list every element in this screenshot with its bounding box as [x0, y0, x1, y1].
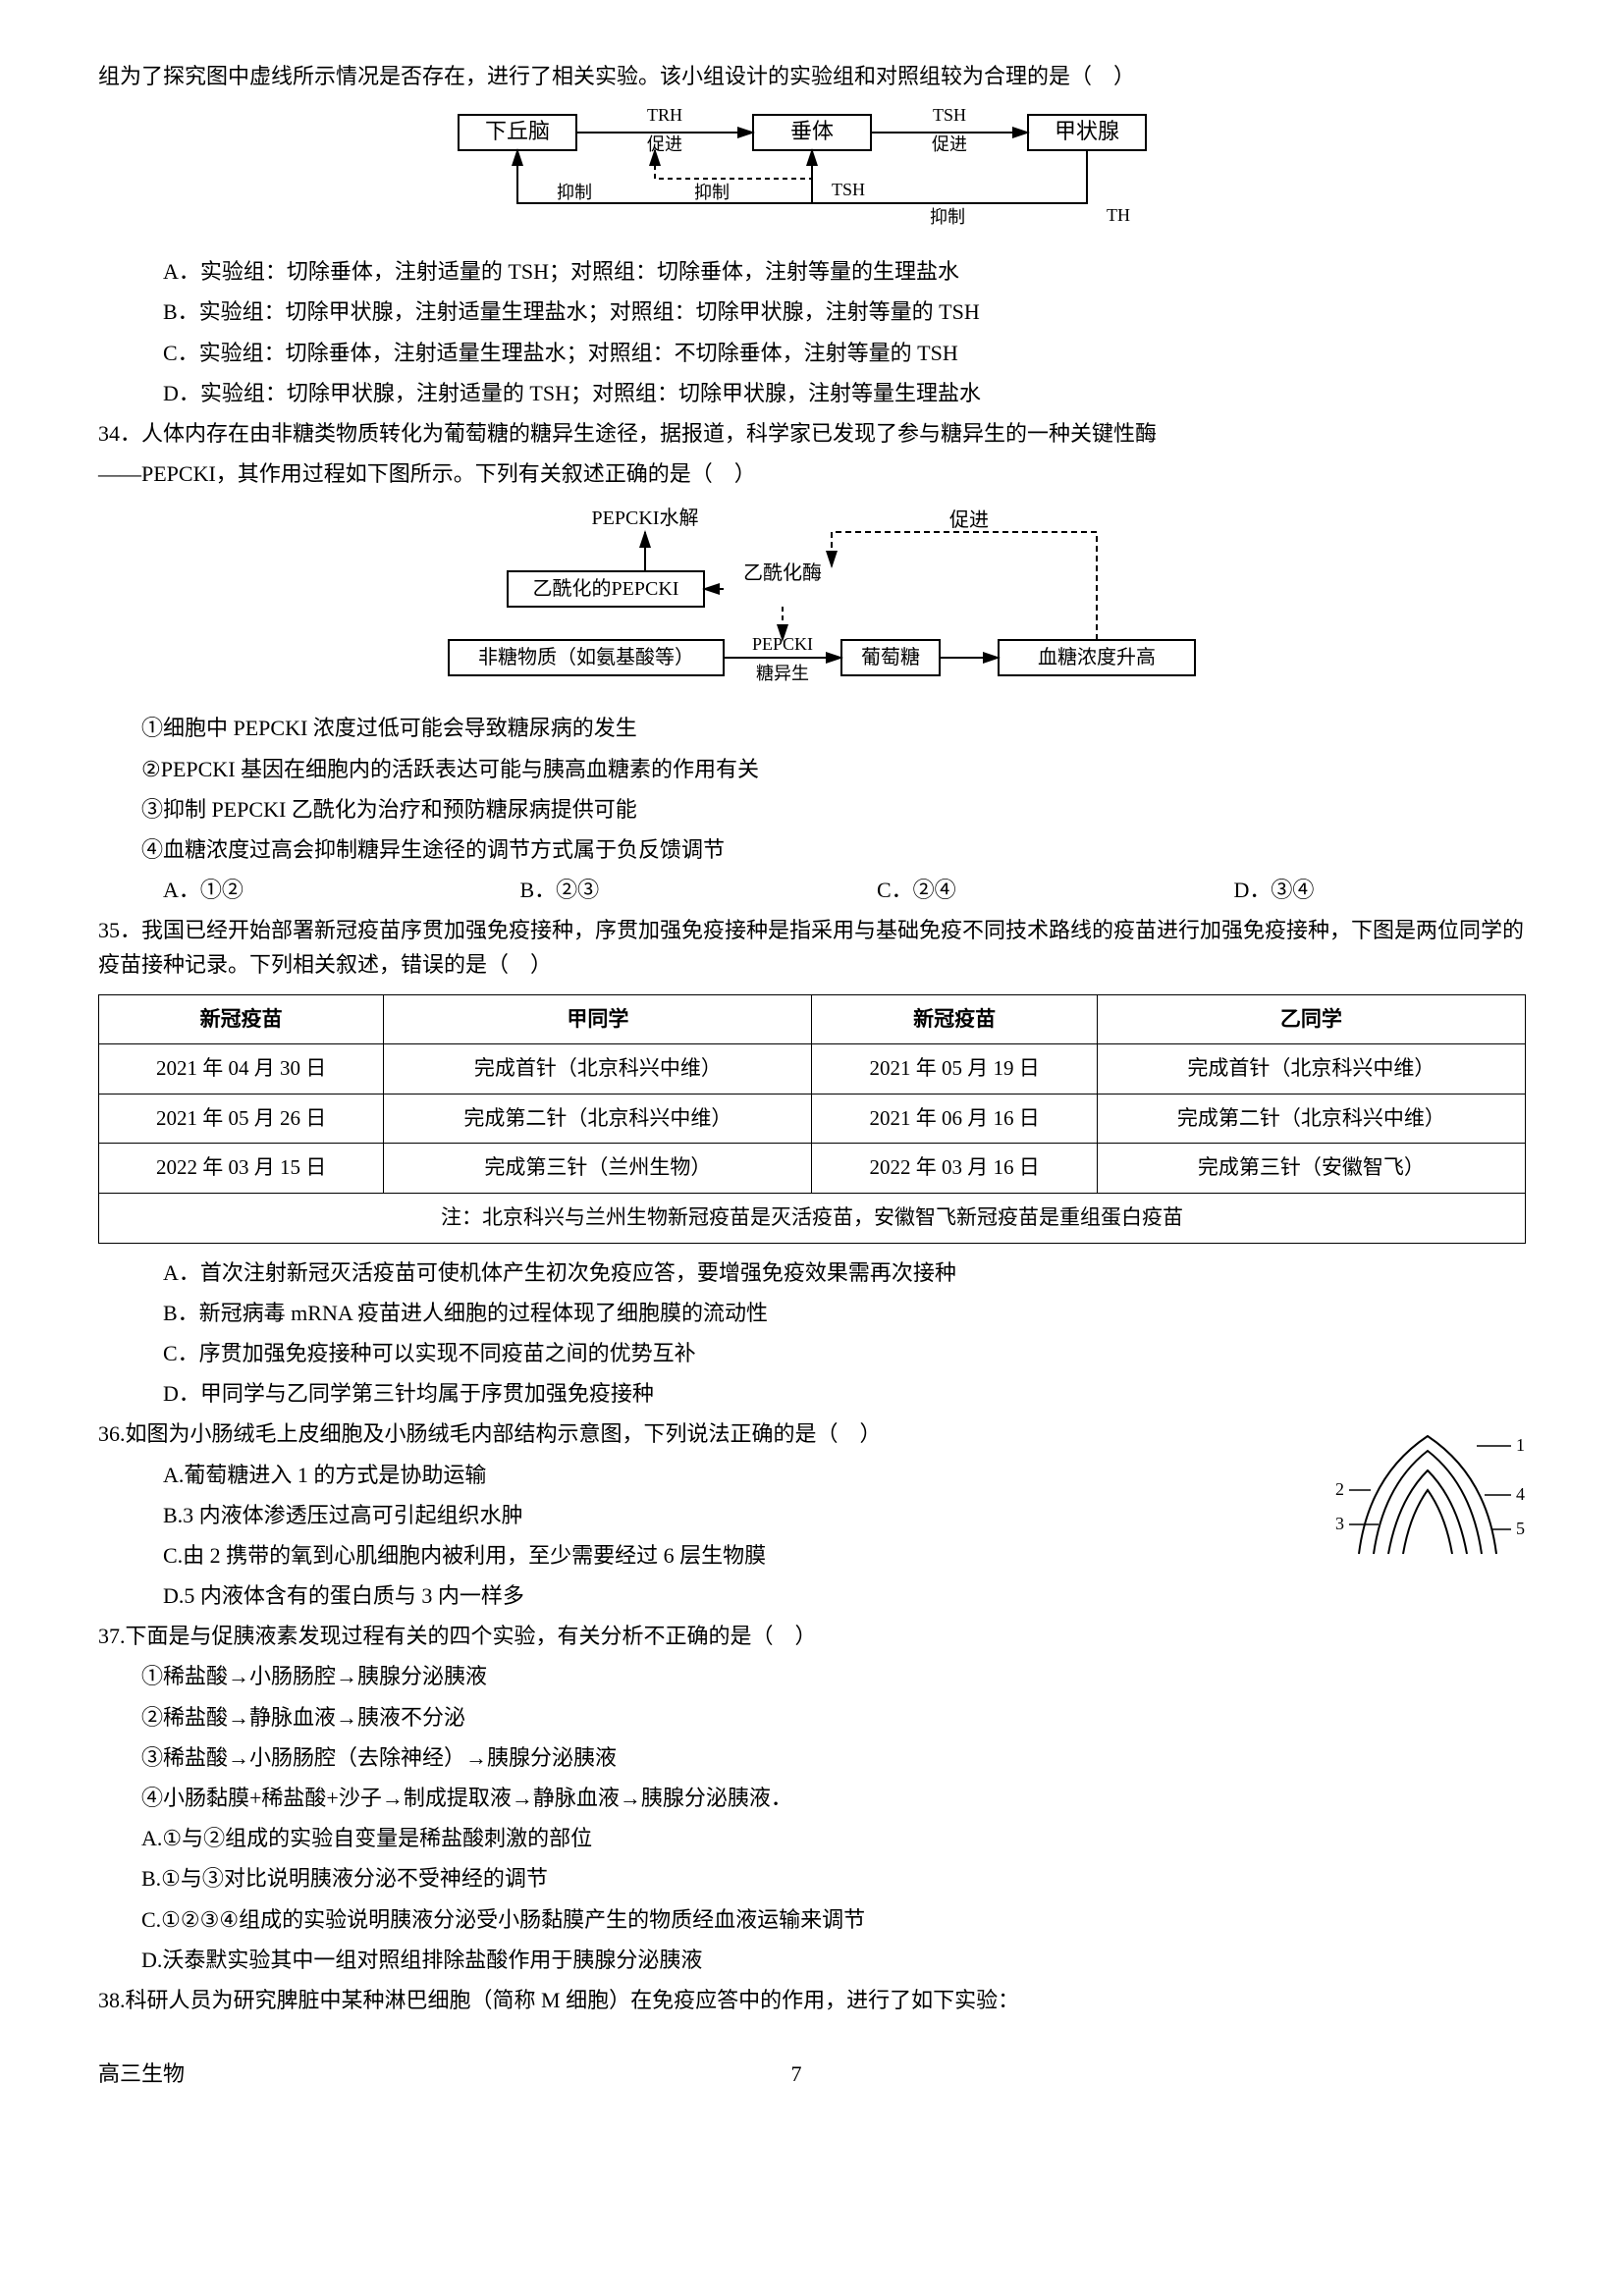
q34-options-row: A．①② B．②③ C．②④ D．③④: [98, 873, 1526, 907]
q36-opt-d: D.5 内液体含有的蛋白质与 3 内一样多: [98, 1578, 1310, 1613]
q33-opt-c: C．实验组：切除垂体，注射适量生理盐水；对照组：不切除垂体，注射等量的 TSH: [98, 336, 1526, 370]
cell: 完成第二针（北京科兴中维）: [1097, 1094, 1525, 1144]
q36-label-1: 1: [1516, 1435, 1525, 1455]
q33-continuation: 组为了探究图中虚线所示情况是否存在，进行了相关实验。该小组设计的实验组和对照组较…: [98, 59, 1526, 93]
diagram-33: 下丘脑 垂体 甲状腺 TRH 促进 TSH 促进 抑制 抑制 TH 抑制 TSH: [98, 105, 1526, 242]
q34-opt-c: C．②④: [812, 873, 1169, 907]
q37-opt-c: C.①②③④组成的实验说明胰液分泌受小肠黏膜产生的物质经血液运输来调节: [98, 1902, 1526, 1937]
q33-opt-a: A．实验组：切除垂体，注射适量的 TSH；对照组：切除垂体，注射等量的生理盐水: [98, 254, 1526, 289]
q37-opt-b: B.①与③对比说明胰液分泌不受神经的调节: [98, 1861, 1526, 1896]
q34-opt-d: D．③④: [1169, 873, 1527, 907]
q36-opt-a: A.葡萄糖进入 1 的方式是协助运输: [98, 1458, 1310, 1492]
table-row: 2022 年 03 月 15 日 完成第三针（兰州生物） 2022 年 03 月…: [99, 1144, 1526, 1194]
d33-th: TH: [1107, 205, 1130, 225]
q33-opt-d: D．实验组：切除甲状腺，注射适量的 TSH；对照组：切除甲状腺，注射等量生理盐水: [98, 376, 1526, 410]
d33-promote1: 促进: [647, 134, 682, 154]
cell: 2022 年 03 月 16 日: [812, 1144, 1097, 1194]
q34-item-2: ②PEPCKI 基因在细胞内的活跃表达可能与胰高血糖素的作用有关: [98, 752, 1526, 786]
cell: 完成第二针（北京科兴中维）: [384, 1094, 812, 1144]
th-2: 甲同学: [384, 994, 812, 1044]
q36-label-5: 5: [1516, 1519, 1525, 1538]
table-row: 2021 年 05 月 26 日 完成第二针（北京科兴中维） 2021 年 06…: [99, 1094, 1526, 1144]
d33-tsh-top: TSH: [933, 105, 966, 125]
q37-item-4: ④小肠黏膜+稀盐酸+沙子→制成提取液→静脉血液→胰腺分泌胰液．: [98, 1781, 1526, 1815]
d33-promote2: 促进: [932, 134, 967, 154]
q36-opt-c: C.由 2 携带的氧到心肌细胞内被利用，至少需要经过 6 层生物膜: [98, 1538, 1310, 1573]
q38-stem: 38.科研人员为研究脾脏中某种淋巴细胞（简称 M 细胞）在免疫应答中的作用，进行…: [98, 1983, 1526, 2017]
th-1: 新冠疫苗: [99, 994, 384, 1044]
d33-inhibit3: 抑制: [694, 183, 730, 202]
d33-box1: 下丘脑: [485, 119, 550, 143]
cell: 2022 年 03 月 15 日: [99, 1144, 384, 1194]
d34-acetyl-pepcki: 乙酰化的PEPCKI: [533, 577, 679, 600]
diagram-34: PEPCKI水解 乙酰化的PEPCKI 乙酰化酶 促进 非糖物质（如氨基酸等） …: [98, 503, 1526, 699]
q34-stem-2: ——PEPCKI，其作用过程如下图所示。下列有关叙述正确的是（ ）: [98, 456, 1526, 491]
diagram-33-svg: 下丘脑 垂体 甲状腺 TRH 促进 TSH 促进 抑制 抑制 TH 抑制 TSH: [439, 105, 1185, 242]
cell: 完成第三针（安徽智飞）: [1097, 1144, 1525, 1194]
diagram-34-svg: PEPCKI水解 乙酰化的PEPCKI 乙酰化酶 促进 非糖物质（如氨基酸等） …: [390, 503, 1234, 699]
q34-stem-1: 34．人体内存在由非糖类物质转化为葡萄糖的糖异生途径，据报道，科学家已发现了参与…: [98, 416, 1526, 451]
footer-page-number: 7: [185, 2056, 1408, 2091]
d33-inhibit1: 抑制: [557, 183, 592, 202]
vaccine-table: 新冠疫苗 甲同学 新冠疫苗 乙同学 2021 年 04 月 30 日 完成首针（…: [98, 994, 1526, 1244]
d34-bloodsugar: 血糖浓度升高: [1038, 646, 1156, 668]
q37-opt-a: A.①与②组成的实验自变量是稀盐酸刺激的部位: [98, 1821, 1526, 1855]
cell: 完成首针（北京科兴中维）: [384, 1044, 812, 1095]
d34-nonsugar: 非糖物质（如氨基酸等）: [478, 646, 694, 668]
q36-stem: 36.如图为小肠绒毛上皮细胞及小肠绒毛内部结构示意图，下列说法正确的是（ ）: [98, 1416, 1310, 1451]
d33-tsh-bot: TSH: [832, 180, 865, 199]
d34-gng: 糖异生: [756, 664, 809, 683]
q34-item-1: ①细胞中 PEPCKI 浓度过低可能会导致糖尿病的发生: [98, 711, 1526, 745]
d33-inhibit2: 抑制: [930, 207, 965, 227]
q35-opt-b: B．新冠病毒 mRNA 疫苗进人细胞的过程体现了细胞膜的流动性: [98, 1296, 1526, 1330]
th-3: 新冠疫苗: [812, 994, 1097, 1044]
d34-glucose: 葡萄糖: [861, 646, 920, 668]
q37-item-2: ②稀盐酸→静脉血液→胰液不分泌: [98, 1700, 1526, 1735]
d33-trh: TRH: [647, 105, 682, 125]
q35-opt-d: D．甲同学与乙同学第三针均属于序贯加强免疫接种: [98, 1376, 1526, 1411]
footer-left: 高三生物: [98, 2056, 185, 2091]
th-4: 乙同学: [1097, 994, 1525, 1044]
q35-opt-a: A．首次注射新冠灭活疫苗可使机体产生初次免疫应答，要增强免疫效果需再次接种: [98, 1255, 1526, 1290]
cell: 完成第三针（兰州生物）: [384, 1144, 812, 1194]
q33-opt-b: B．实验组：切除甲状腺，注射适量生理盐水；对照组：切除甲状腺，注射等量的 TSH: [98, 294, 1526, 329]
q36-label-3: 3: [1335, 1514, 1344, 1533]
cell: 完成首针（北京科兴中维）: [1097, 1044, 1525, 1095]
cell: 2021 年 05 月 19 日: [812, 1044, 1097, 1095]
d33-box3: 甲状腺: [1055, 119, 1119, 143]
table-note-row: 注：北京科兴与兰州生物新冠疫苗是灭活疫苗，安徽智飞新冠疫苗是重组蛋白疫苗: [99, 1194, 1526, 1244]
table-row: 2021 年 04 月 30 日 完成首针（北京科兴中维） 2021 年 05 …: [99, 1044, 1526, 1095]
q36-label-4: 4: [1516, 1484, 1525, 1504]
d33-box2: 垂体: [790, 119, 834, 143]
q37-stem: 37.下面是与促胰液素发现过程有关的四个实验，有关分析不正确的是（ ）: [98, 1619, 1526, 1653]
cell: 2021 年 06 月 16 日: [812, 1094, 1097, 1144]
q35-opt-c: C．序贯加强免疫接种可以实现不同疫苗之间的优势互补: [98, 1336, 1526, 1370]
q34-item-4: ④血糖浓度过高会抑制糖异生途径的调节方式属于负反馈调节: [98, 832, 1526, 867]
cell: 2021 年 04 月 30 日: [99, 1044, 384, 1095]
d34-hydro: PEPCKI水解: [592, 507, 699, 529]
q35-stem: 35．我国已经开始部署新冠疫苗序贯加强免疫接种，序贯加强免疫接种是指采用与基础免…: [98, 913, 1526, 982]
d34-acetyl-enz: 乙酰化酶: [743, 561, 822, 584]
q34-item-3: ③抑制 PEPCKI 乙酰化为治疗和预防糖尿病提供可能: [98, 792, 1526, 827]
q36-opt-b: B.3 内液体渗透压过高可引起组织水肿: [98, 1498, 1310, 1532]
q36-label-2: 2: [1335, 1479, 1344, 1499]
q37-item-1: ①稀盐酸→小肠肠腔→胰腺分泌胰液: [98, 1659, 1526, 1693]
cell: 2021 年 05 月 26 日: [99, 1094, 384, 1144]
q36-figure: 1 2 3 4 5: [1310, 1416, 1526, 1619]
table-note: 注：北京科兴与兰州生物新冠疫苗是灭活疫苗，安徽智飞新冠疫苗是重组蛋白疫苗: [99, 1194, 1526, 1244]
table-header-row: 新冠疫苗 甲同学 新冠疫苗 乙同学: [99, 994, 1526, 1044]
q34-opt-b: B．②③: [456, 873, 813, 907]
q37-opt-d: D.沃泰默实验其中一组对照组排除盐酸作用于胰腺分泌胰液: [98, 1943, 1526, 1977]
d34-promote: 促进: [949, 508, 989, 531]
q37-item-3: ③稀盐酸→小肠肠腔（去除神经）→胰腺分泌胰液: [98, 1740, 1526, 1775]
q34-opt-a: A．①②: [98, 873, 456, 907]
page-footer: 高三生物 7: [98, 2056, 1526, 2091]
